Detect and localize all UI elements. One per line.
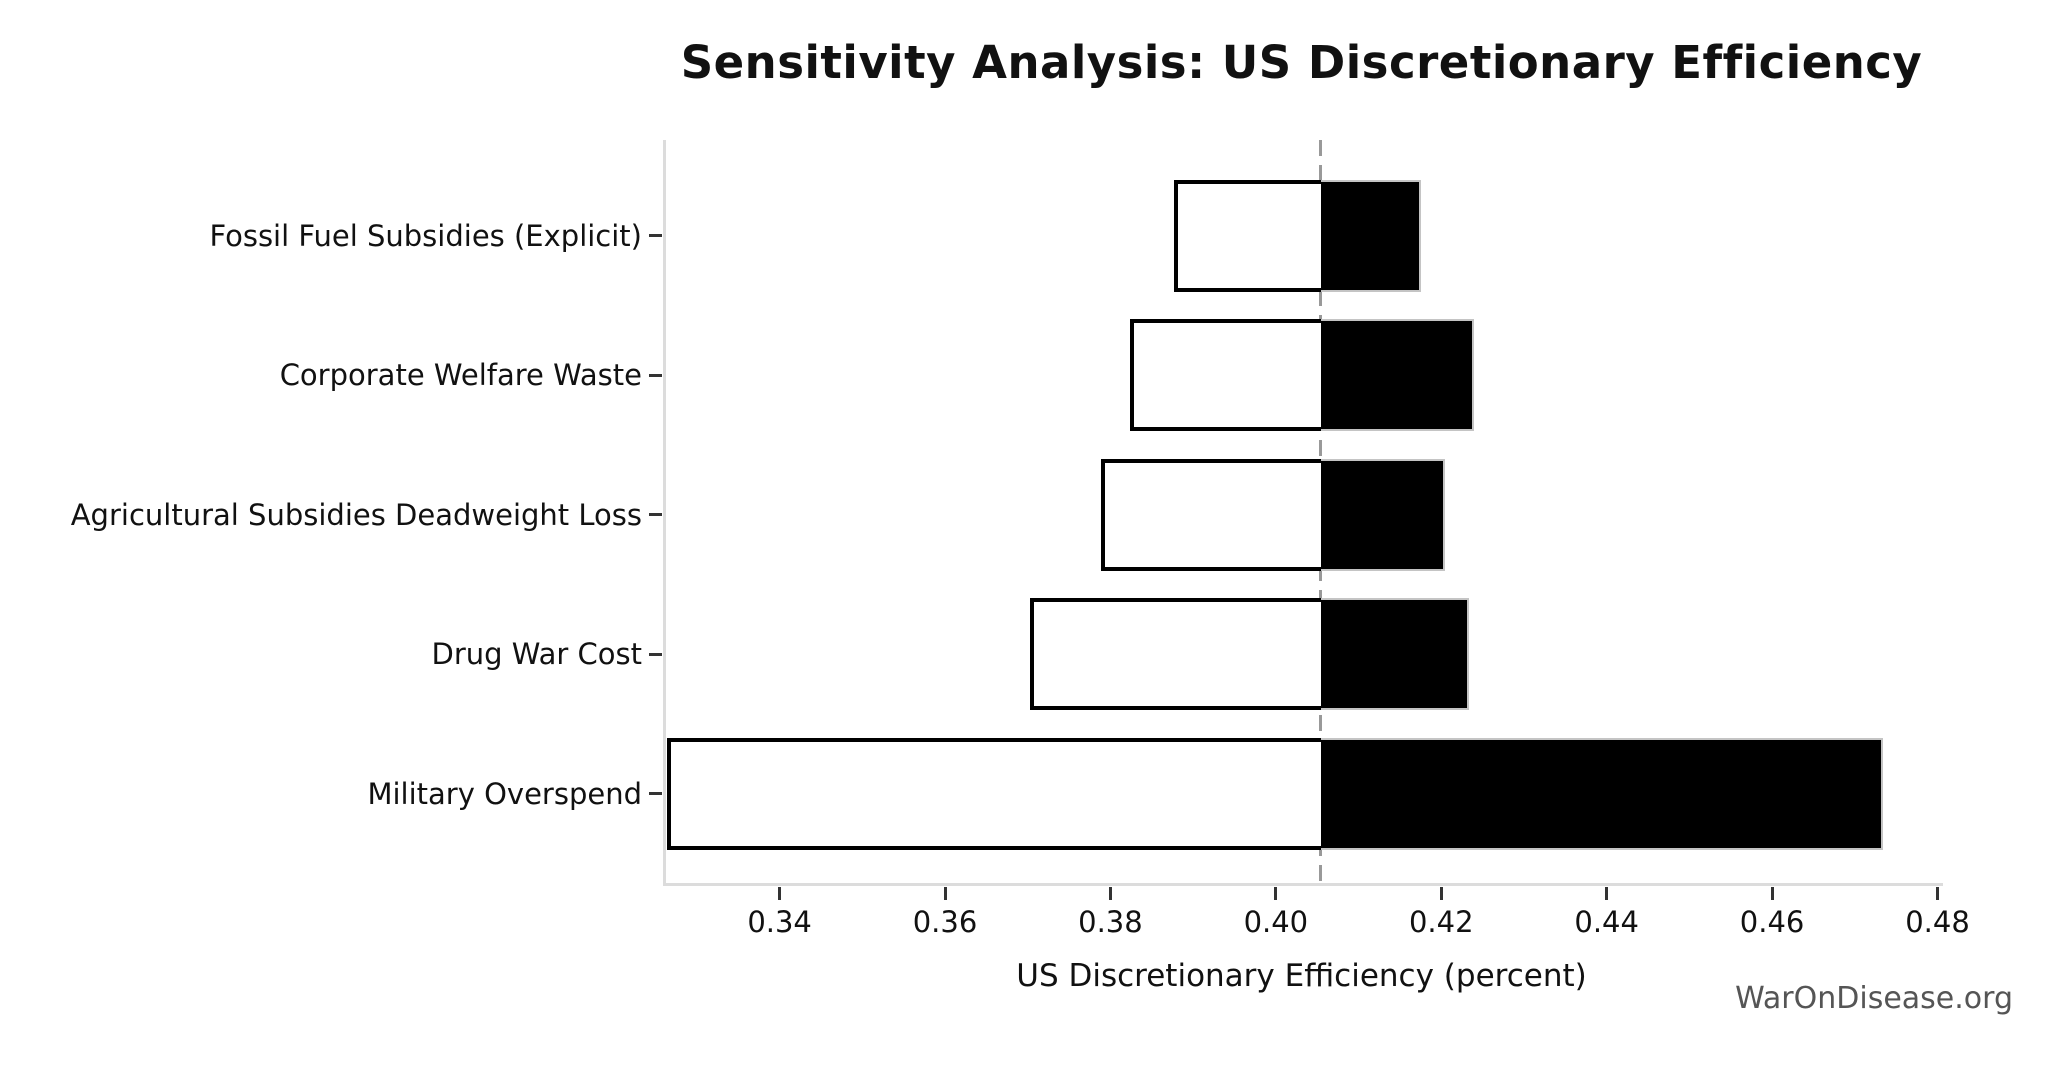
x-tick-mark bbox=[1439, 887, 1443, 900]
y-tick-mark bbox=[649, 373, 662, 377]
x-tick-label: 0.38 bbox=[1078, 905, 1143, 939]
bar-high-segment bbox=[1320, 179, 1421, 292]
y-tick-label: Corporate Welfare Waste bbox=[279, 358, 642, 392]
x-tick-mark bbox=[778, 887, 782, 900]
chart-title: Sensitivity Analysis: US Discretionary E… bbox=[680, 36, 1923, 89]
bar-low-segment bbox=[1130, 319, 1321, 431]
x-tick-mark bbox=[1108, 887, 1112, 900]
x-tick-mark bbox=[1936, 887, 1940, 900]
x-tick-mark bbox=[1605, 887, 1609, 900]
y-tick-label: Agricultural Subsidies Deadweight Loss bbox=[70, 497, 642, 532]
y-axis-spine bbox=[663, 140, 666, 883]
y-tick-mark bbox=[649, 652, 662, 656]
x-axis-spine bbox=[663, 883, 1943, 886]
y-tick-mark bbox=[649, 792, 662, 795]
bar-high-segment bbox=[1320, 737, 1883, 850]
bar-low-segment bbox=[1030, 598, 1321, 710]
bar-low-segment bbox=[1174, 179, 1321, 292]
y-tick-label: Military Overspend bbox=[367, 776, 642, 811]
y-tick-label: Fossil Fuel Subsidies (Explicit) bbox=[209, 218, 642, 253]
bar-high-segment bbox=[1320, 458, 1446, 571]
x-tick-label: 0.48 bbox=[1905, 905, 1970, 939]
y-tick-mark bbox=[649, 234, 662, 237]
bar-high-segment bbox=[1320, 319, 1474, 431]
x-tick-label: 0.46 bbox=[1739, 905, 1805, 939]
x-tick-mark bbox=[1770, 887, 1774, 900]
bar-low-segment bbox=[667, 737, 1321, 850]
watermark-text: WarOnDisease.org bbox=[1735, 981, 2013, 1016]
x-tick-label: 0.44 bbox=[1574, 905, 1639, 939]
x-tick-mark bbox=[1274, 887, 1278, 900]
bar-high-segment bbox=[1320, 598, 1469, 710]
x-axis-label: US Discretionary Efficiency (percent) bbox=[1016, 958, 1587, 994]
y-tick-label: Drug War Cost bbox=[431, 637, 642, 671]
x-tick-mark bbox=[943, 887, 947, 900]
y-tick-mark bbox=[649, 513, 662, 516]
bar-low-segment bbox=[1101, 458, 1321, 571]
x-tick-label: 0.36 bbox=[912, 905, 978, 939]
x-tick-label: 0.42 bbox=[1408, 905, 1474, 939]
x-tick-label: 0.34 bbox=[747, 905, 812, 939]
x-tick-label: 0.40 bbox=[1243, 905, 1309, 939]
